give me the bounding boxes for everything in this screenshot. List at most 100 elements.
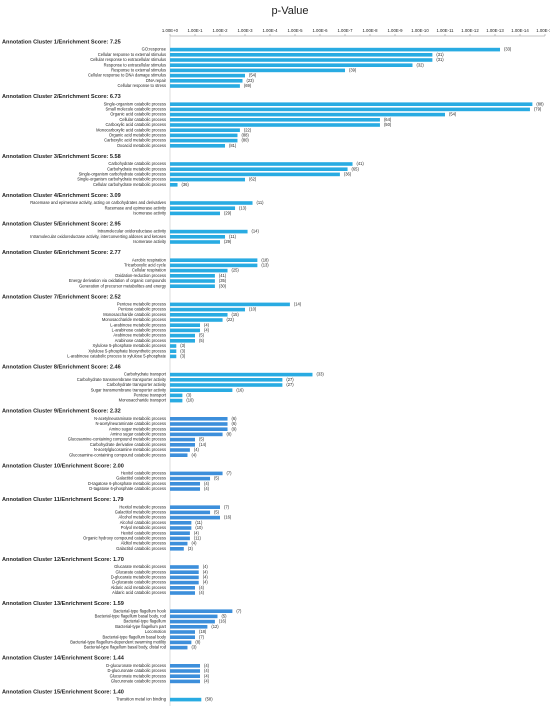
count-label: (4) — [204, 663, 210, 668]
bar — [170, 453, 188, 457]
count-label: (10) — [186, 398, 194, 403]
bar — [170, 575, 199, 580]
bar — [170, 664, 201, 668]
count-label: (4) — [204, 486, 210, 491]
x-tick-label: 1.00E-7 — [337, 28, 353, 33]
category-label: N-acetylneuraminate catabolic process — [95, 421, 166, 426]
bar — [170, 586, 195, 590]
bar — [170, 448, 190, 452]
category-label: Carbohydrate transmembrane transporter a… — [77, 377, 167, 382]
count-label: (50) — [384, 122, 392, 127]
bar — [170, 443, 195, 447]
count-label: (5) — [214, 509, 220, 514]
bar — [170, 547, 184, 551]
category-label: Cellular respiration — [132, 268, 167, 273]
x-tick-label: 1.00E-9 — [387, 28, 403, 33]
bar — [170, 591, 195, 595]
category-label: Isomerase activity — [133, 210, 167, 215]
count-label: (54) — [249, 73, 257, 78]
bar — [170, 339, 195, 343]
category-label: Single-organism carbohydrate metabolic p… — [77, 177, 166, 182]
category-label: Organic acid catabolic process — [110, 112, 166, 117]
count-label: (4) — [204, 668, 210, 673]
category-label: Amino sugar metabolic process — [109, 426, 166, 431]
chart-title: p-Value — [271, 5, 308, 17]
bar — [170, 167, 348, 171]
category-label: Pentose metabolic process — [117, 301, 166, 306]
cluster-title: Annotation Cluster 7/Enrichment Score: 2… — [2, 294, 121, 300]
category-label: Bacterial-type flagellum part — [115, 624, 167, 629]
bar — [170, 183, 178, 187]
bar — [170, 674, 201, 678]
count-label: (3) — [180, 353, 186, 358]
category-label: Carbohydrate transport — [124, 372, 167, 377]
category-label: GO:response — [142, 47, 167, 52]
bar — [170, 422, 228, 426]
category-label: D-tagatose 6-phosphate catabolic process — [89, 486, 166, 491]
count-label: (3) — [186, 392, 192, 397]
count-label: (29) — [224, 239, 232, 244]
count-label: (11) — [229, 234, 237, 239]
category-label: Xylulose 5-phosphate biosynthetic proces… — [88, 348, 166, 353]
category-label: Amino sugar catabolic process — [110, 431, 166, 436]
bar — [170, 645, 188, 650]
bar — [170, 235, 226, 239]
bar — [170, 73, 245, 78]
category-label: Cellular carbohydrate metabolic process — [93, 182, 166, 187]
category-label: Oxidation-reduction process — [115, 273, 166, 278]
category-label: Monosaccharide catabolic process — [103, 312, 166, 317]
count-label: (32) — [416, 62, 424, 67]
category-label: D-glucarate catabolic process — [112, 580, 166, 585]
category-label: Tricarboxylic acid cycle — [124, 262, 167, 267]
count-label: (12) — [211, 624, 219, 629]
bar — [170, 107, 530, 112]
bar — [170, 201, 253, 205]
bar — [170, 378, 283, 382]
category-label: Glucosamine-containing compound metaboli… — [68, 437, 166, 442]
category-label: D-glucuronate catabolic process — [108, 668, 166, 673]
category-label: Cellular response to stress — [118, 83, 166, 88]
category-label: Alcohol catabolic process — [120, 520, 166, 525]
x-tick-label: 1.00E-11 — [436, 28, 454, 33]
count-label: (6) — [232, 421, 238, 426]
x-tick-label: 1.00E-4 — [262, 28, 278, 33]
count-label: (23) — [246, 78, 254, 83]
count-label: (36) — [182, 182, 190, 187]
category-label: Glucarate metabolic process — [114, 564, 166, 569]
bar — [170, 609, 233, 613]
count-label: (5) — [214, 476, 220, 481]
bar — [170, 383, 283, 387]
count-label: (18) — [199, 629, 207, 634]
x-tick-label: 1.00E-5 — [287, 28, 303, 33]
bar — [170, 128, 240, 132]
x-tick-label: 1.00E-10 — [411, 28, 429, 33]
count-label: (3) — [180, 348, 186, 353]
category-label: Carbohydrate transporter activity — [107, 382, 167, 387]
category-label: Aldaric acid catabolic process — [112, 590, 166, 595]
x-tick-label: 1.00E-13 — [486, 28, 504, 33]
bar — [170, 372, 313, 377]
bar — [170, 388, 233, 392]
bar — [170, 619, 215, 624]
bar — [170, 630, 195, 634]
count-label: (6) — [232, 416, 238, 421]
count-label: (69) — [244, 83, 252, 88]
category-label: Cellular catabolic process — [119, 117, 166, 122]
count-label: (8) — [227, 431, 233, 436]
count-label: (15) — [232, 312, 240, 317]
bar — [170, 565, 199, 569]
cluster-title: Annotation Cluster 6/Enrichment Score: 2… — [2, 250, 121, 256]
count-label: (4) — [204, 322, 210, 327]
category-label: Racemase and epimerase activity, acting … — [30, 200, 166, 205]
category-label: Pentose catabolic process — [118, 307, 166, 312]
count-label: (22) — [227, 317, 235, 322]
count-label: (81) — [229, 143, 237, 148]
category-label: Glucuronate catabolic process — [111, 678, 166, 683]
bar — [170, 318, 223, 322]
bar — [170, 669, 201, 673]
bar — [170, 118, 380, 122]
category-label: Hexitol catabolic process — [121, 470, 166, 475]
count-label: (27) — [286, 377, 294, 382]
category-label: Hexitol catabolic process — [121, 530, 166, 535]
